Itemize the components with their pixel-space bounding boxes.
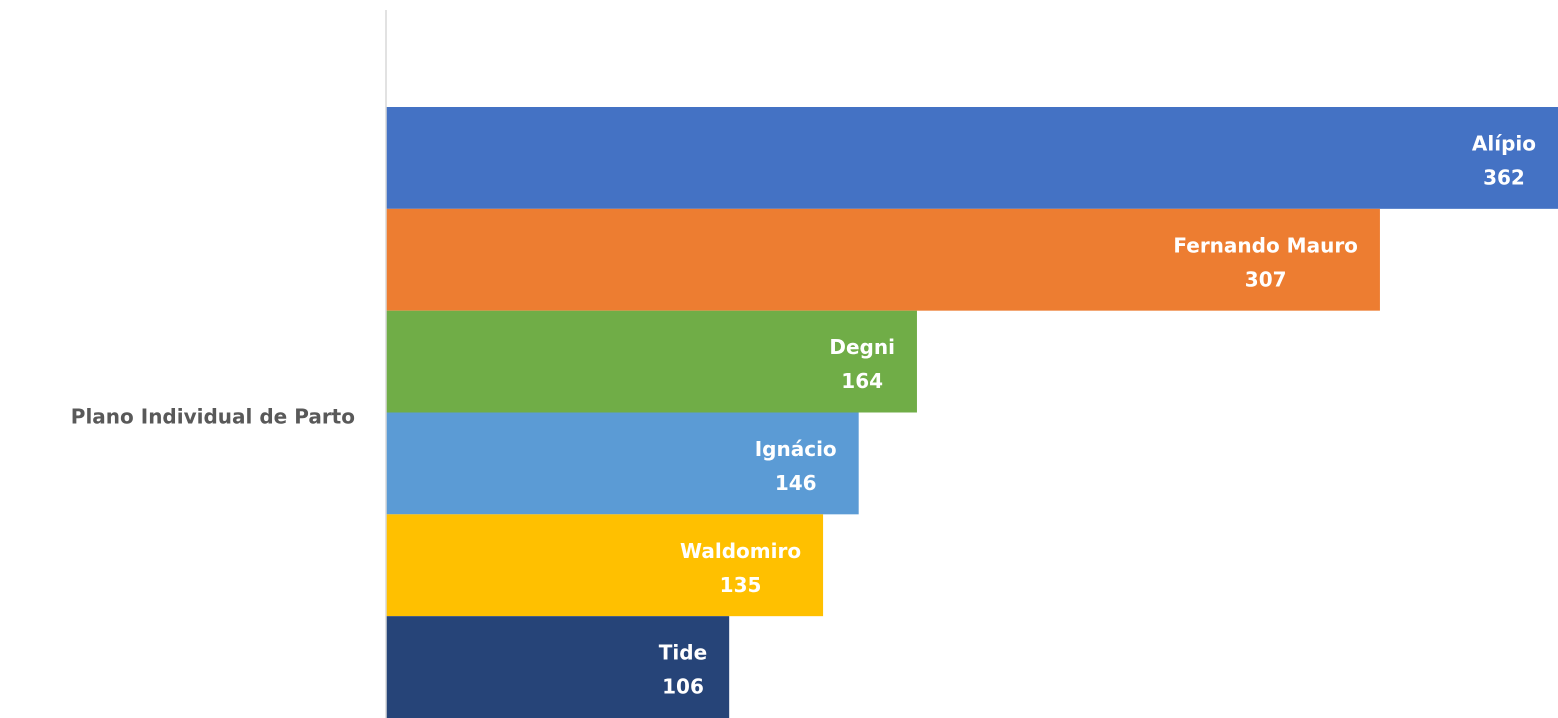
data-label-name: Degni xyxy=(829,335,895,359)
bar xyxy=(386,514,824,617)
data-label-value: 106 xyxy=(662,675,704,699)
category-label: Plano Individual de Parto xyxy=(71,405,355,429)
bar xyxy=(386,616,730,718)
bar xyxy=(386,107,1558,209)
data-label-name: Alípio xyxy=(1472,132,1536,156)
data-label-name: Ignácio xyxy=(755,437,837,461)
data-label-name: Waldomiro xyxy=(680,539,801,563)
bar xyxy=(386,412,859,515)
bar xyxy=(386,310,917,413)
data-label-value: 164 xyxy=(841,369,883,393)
data-label-value: 307 xyxy=(1245,267,1287,291)
data-label-name: Tide xyxy=(659,641,707,665)
data-label-value: 135 xyxy=(720,573,762,597)
bar xyxy=(386,208,1380,311)
data-label-value: 146 xyxy=(775,471,817,495)
data-label-name: Fernando Mauro xyxy=(1173,233,1358,257)
data-label-value: 362 xyxy=(1483,166,1525,190)
